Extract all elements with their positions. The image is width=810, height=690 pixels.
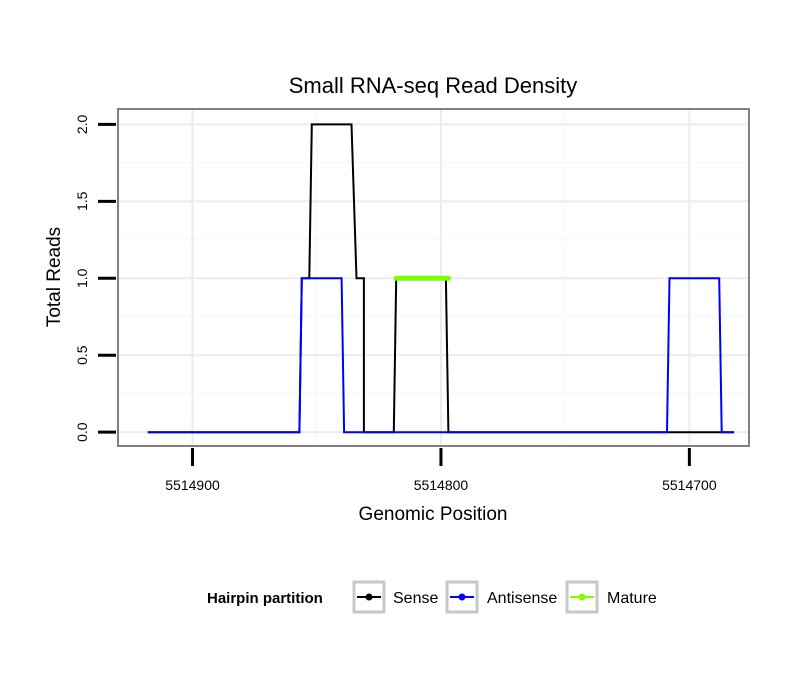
legend-label-antisense: Antisense — [487, 590, 557, 607]
legend-point-mature — [578, 593, 586, 601]
legend-label-sense: Sense — [393, 590, 438, 607]
y-tick-label: 1.5 — [74, 191, 90, 211]
series-line-antisense — [147, 277, 735, 434]
legend-label-mature: Mature — [607, 590, 657, 607]
legend-point-sense — [365, 593, 373, 601]
x-tick-label: 5514900 — [165, 477, 220, 493]
y-tick-label: 1.0 — [74, 268, 90, 288]
x-tick-label: 5514800 — [414, 477, 469, 493]
legend-point-antisense — [458, 593, 466, 601]
y-tick-label: 2.0 — [74, 114, 90, 134]
y-axis-title: Total Reads — [44, 227, 65, 327]
plot-panel-border — [117, 108, 750, 447]
y-tick-label: 0.5 — [74, 345, 90, 365]
axes: 0.0 0.5 1.0 1.5 2.0 5514900 5514800 5514700 — [74, 114, 717, 493]
x-tick-label: 5514700 — [662, 477, 717, 493]
series-layer — [147, 123, 735, 434]
y-tick-label: 0.0 — [74, 422, 90, 442]
x-axis-title: Genomic Position — [359, 504, 508, 525]
legend-title: Hairpin partition — [207, 590, 323, 607]
legend: Hairpin partition Sense Antisense Mature — [207, 580, 657, 614]
chart-title: Small RNA-seq Read Density — [289, 73, 578, 98]
